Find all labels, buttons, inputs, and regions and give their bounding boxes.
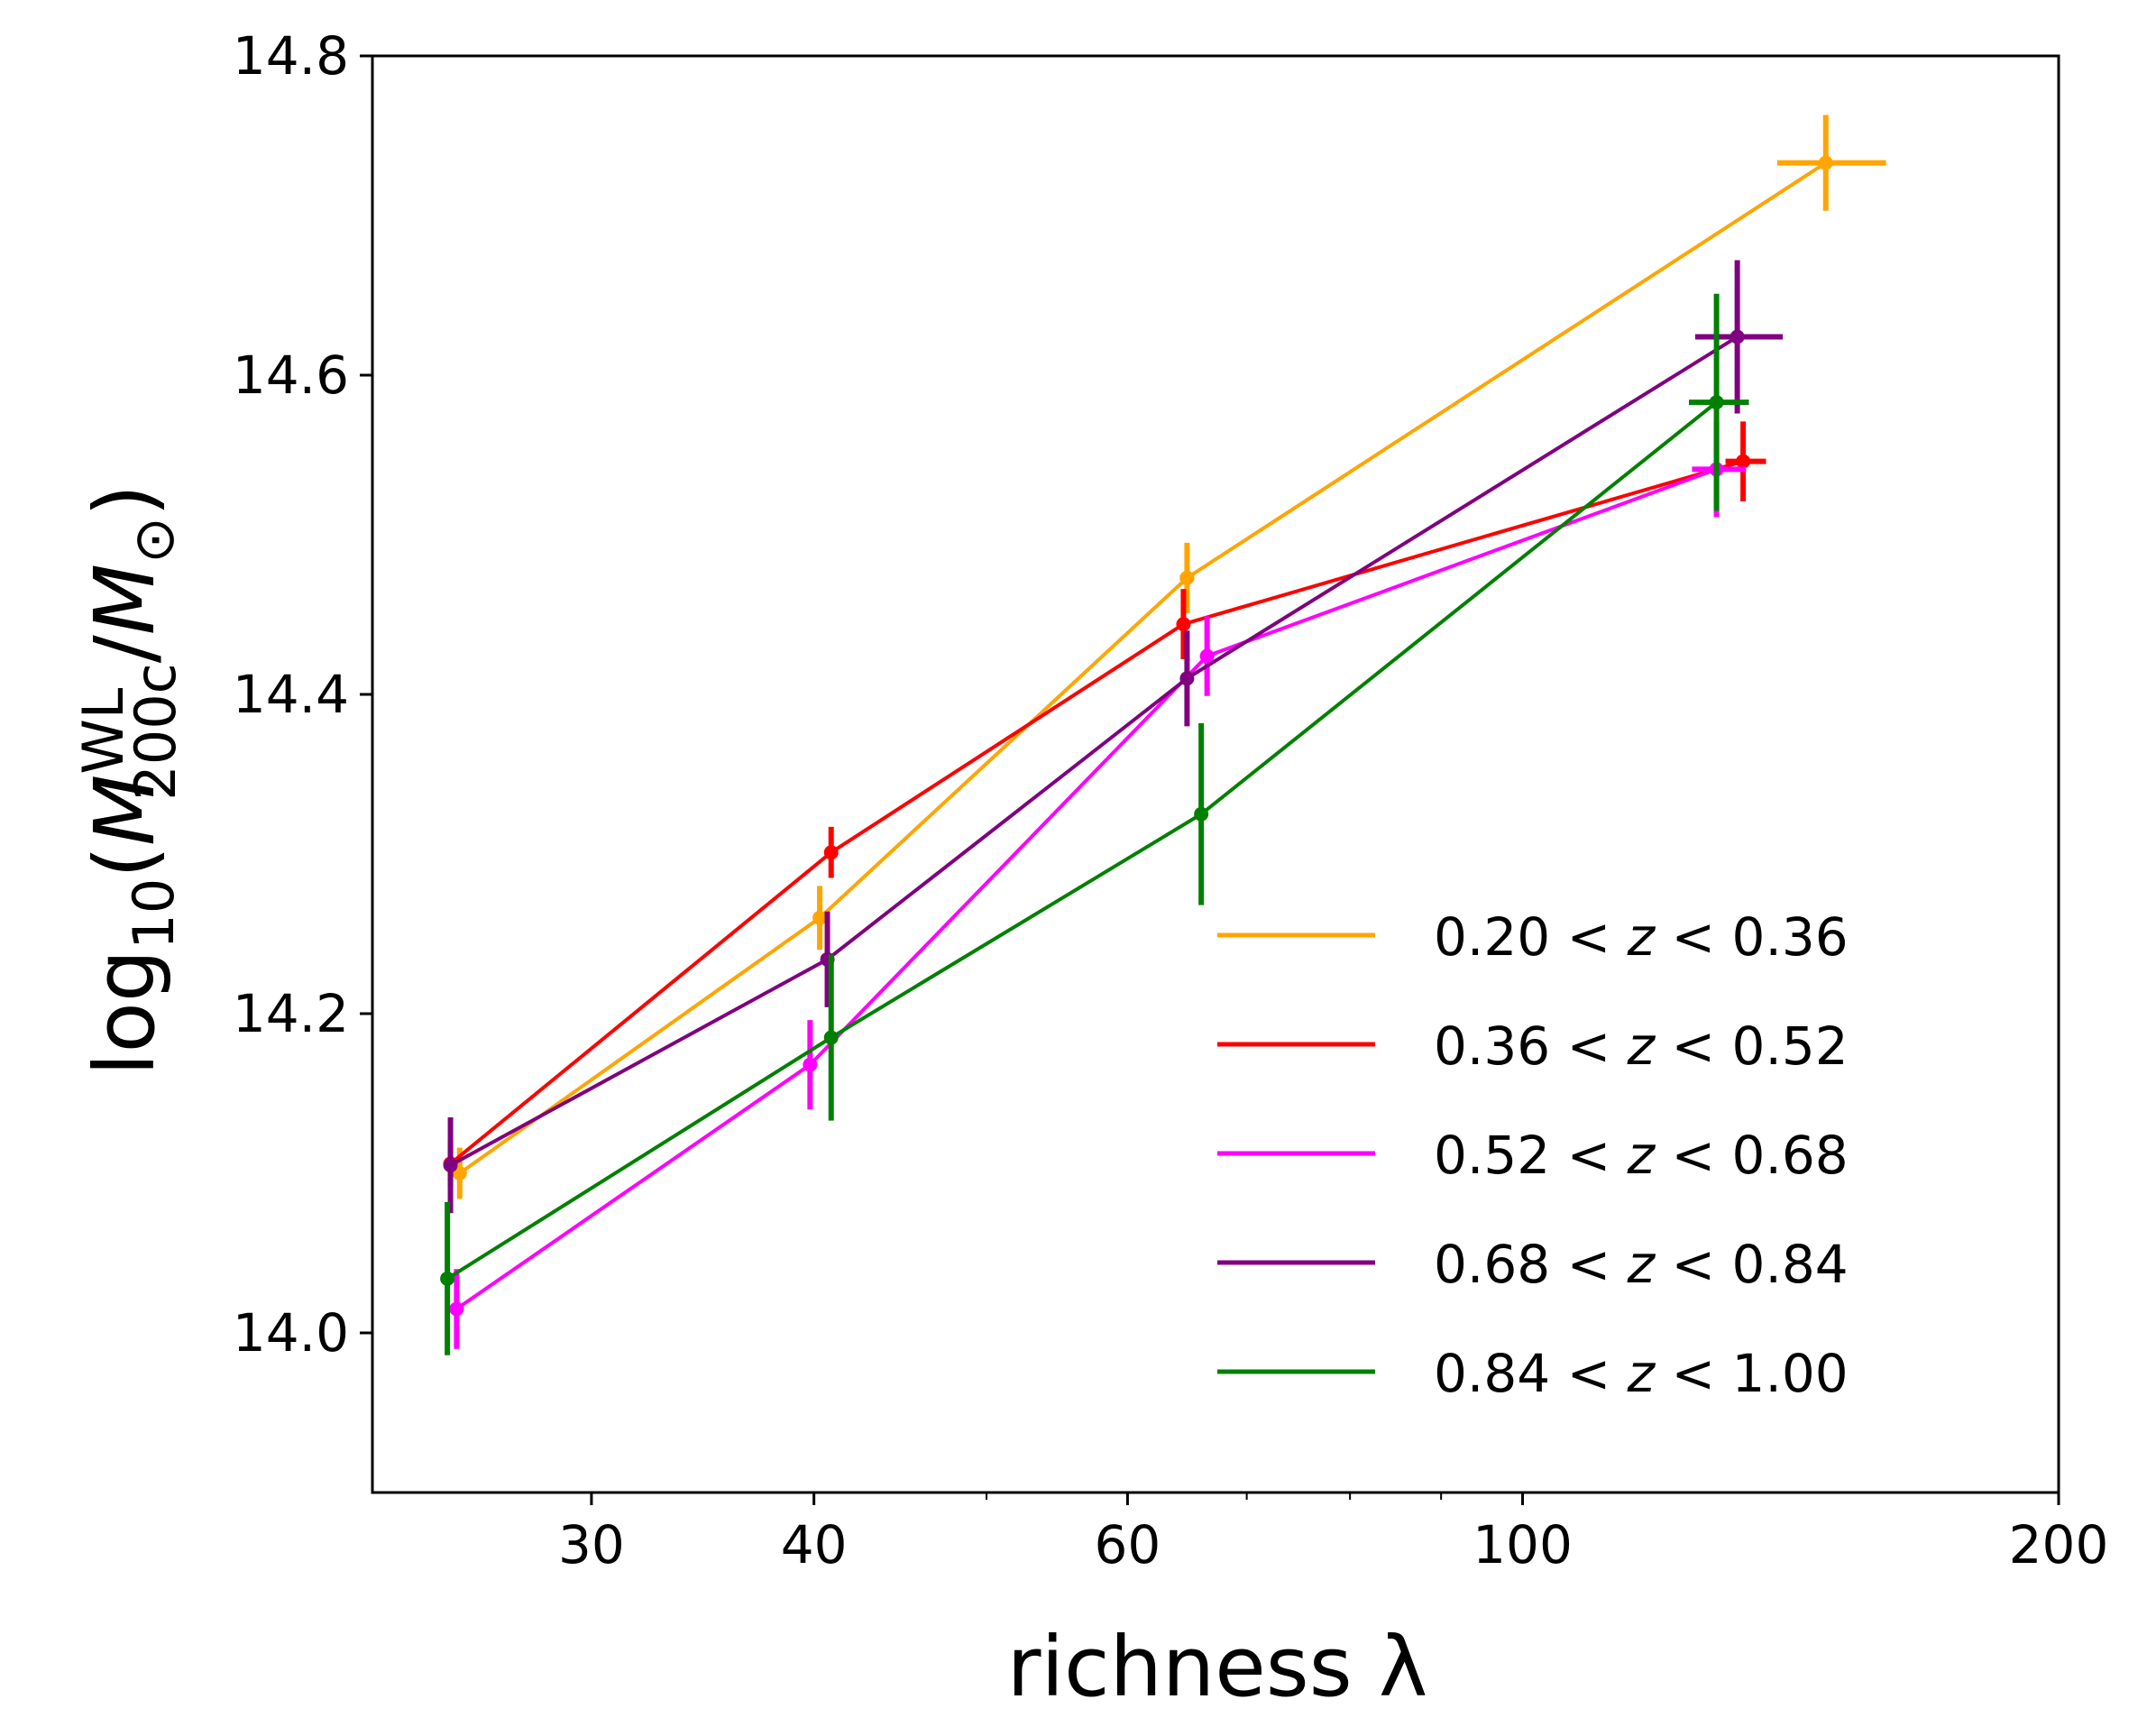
- y-axis-log-base: 10: [121, 878, 187, 950]
- series-line: [446, 400, 1718, 1281]
- series-line: [449, 459, 1744, 1165]
- plot-frame: [371, 54, 2060, 1494]
- y-axis-close-paren: ): [77, 484, 173, 517]
- data-point: [449, 1301, 464, 1317]
- x-tick-label: 100: [1473, 1514, 1573, 1575]
- legend-entry: 0.20 < z < 0.36: [1217, 906, 1849, 968]
- x-tick-label: 30: [558, 1514, 625, 1575]
- y-axis-slash: /: [77, 635, 173, 663]
- data-point: [1818, 155, 1833, 170]
- legend-entry: 0.36 < z < 0.52: [1217, 1015, 1849, 1077]
- y-axis-open-paren: (: [77, 846, 173, 878]
- data-point: [1179, 570, 1195, 585]
- y-tick-label: 14.4: [233, 664, 349, 725]
- data-point: [1179, 671, 1195, 686]
- legend-label: 0.36 < z < 0.52: [1434, 1015, 1849, 1077]
- x-tick-label: 60: [1095, 1514, 1161, 1575]
- data-point: [1736, 454, 1751, 469]
- y-axis-solar-subscript: ⊙: [121, 517, 187, 564]
- data-point: [1199, 648, 1215, 664]
- legend-label: 0.68 < z < 0.84: [1434, 1234, 1849, 1295]
- y-tick-label: 14.2: [233, 983, 349, 1044]
- series-line: [458, 161, 1827, 1175]
- y-tick-label: 14.8: [233, 25, 349, 87]
- axis-layer: 30 40 60 100 200 14.0 14.2 14.4 14.6 14.8: [233, 25, 2109, 1575]
- y-axis-mass-subscript: 200c: [123, 663, 188, 800]
- data-point: [823, 1030, 839, 1045]
- data-point: [1194, 806, 1209, 822]
- y-axis-mass-symbol: M: [77, 775, 173, 846]
- y-axis-mass-superscript: WL: [70, 687, 136, 774]
- x-axis-title: richness λ: [1007, 1619, 1428, 1715]
- data-point: [812, 910, 828, 925]
- data-point: [1730, 329, 1745, 344]
- x-tick-label: 40: [781, 1514, 848, 1575]
- data-point: [1176, 617, 1191, 632]
- data-point: [1709, 395, 1724, 410]
- legend-entry: 0.52 < z < 0.68: [1217, 1125, 1849, 1186]
- series-5: [440, 293, 1749, 1355]
- series-line: [449, 335, 1739, 1167]
- x-tick-label: 200: [2009, 1514, 2109, 1575]
- y-axis-log: log: [77, 950, 173, 1076]
- legend-label: 0.84 < z < 1.00: [1434, 1343, 1849, 1404]
- y-tick-label: 14.6: [233, 344, 349, 406]
- y-tick-label: 14.0: [233, 1302, 349, 1364]
- series-layer: [440, 115, 1886, 1355]
- y-axis-solar-mass-symbol: M: [77, 564, 173, 635]
- series-4: [443, 260, 1784, 1214]
- y-axis-title: log10(MWL200c/M⊙): [70, 484, 188, 1076]
- data-point: [823, 845, 839, 860]
- series-1: [452, 115, 1886, 1199]
- legend-entry: 0.68 < z < 0.84: [1217, 1234, 1849, 1295]
- series-2: [443, 421, 1766, 1187]
- legend-label: 0.20 < z < 0.36: [1434, 906, 1849, 968]
- data-point: [440, 1271, 455, 1286]
- data-point: [443, 1158, 458, 1173]
- legend-entry: 0.84 < z < 1.00: [1217, 1343, 1849, 1404]
- legend-label: 0.52 < z < 0.68: [1434, 1125, 1849, 1186]
- legend: 0.20 < z < 0.36 0.36 < z < 0.52 0.52 < z <…: [1217, 906, 1849, 1404]
- data-point: [803, 1057, 818, 1072]
- series-line: [455, 467, 1718, 1311]
